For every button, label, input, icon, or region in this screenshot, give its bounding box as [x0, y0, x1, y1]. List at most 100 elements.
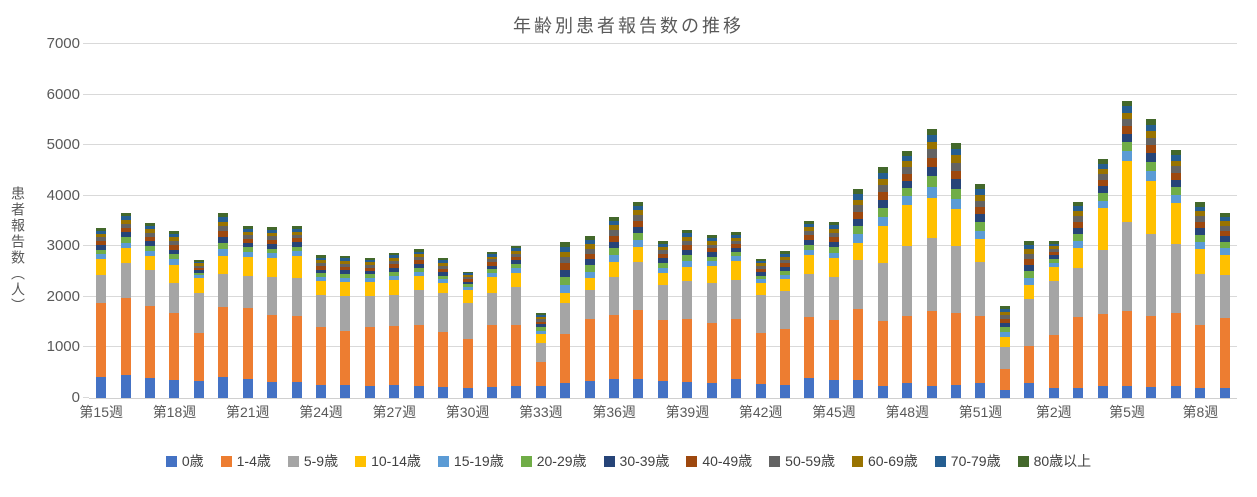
bar-segment-第8週-15-19歳[interactable]	[1195, 242, 1206, 249]
bar-segment-第18週-70-79歳[interactable]	[169, 234, 180, 237]
bar-segment-第37週-15-19歳[interactable]	[633, 240, 644, 247]
bar-segment-第9週-1-4歳[interactable]	[1219, 318, 1230, 388]
bar-segment-第5週-5-9歳[interactable]	[1121, 222, 1132, 311]
bar-segment-第49週-80歳以上[interactable]	[926, 129, 937, 135]
bar-segment-第26週-40-49歳[interactable]	[364, 268, 375, 271]
bar-segment-第37週-30-39歳[interactable]	[633, 227, 644, 233]
bar-segment-第9週-5-9歳[interactable]	[1219, 275, 1230, 318]
bar-segment-第16週-15-19歳[interactable]	[120, 243, 131, 248]
bar-segment-第33週-20-29歳[interactable]	[535, 327, 546, 331]
bar-segment-第20週-30-39歳[interactable]	[218, 237, 229, 243]
bar-segment-第4週-80歳以上[interactable]	[1097, 159, 1108, 164]
bar-segment-第32週-70-79歳[interactable]	[511, 248, 522, 251]
bar-segment-第49週-50-59歳[interactable]	[926, 149, 937, 158]
bar-segment-第18週-30-39歳[interactable]	[169, 250, 180, 254]
bar-segment-第48週-80歳以上[interactable]	[902, 151, 913, 156]
bar-segment-第50週-5-9歳[interactable]	[950, 246, 961, 313]
bar-segment-第45週-60-69歳[interactable]	[828, 229, 839, 233]
bar-segment-第30週-1-4歳[interactable]	[462, 339, 473, 388]
legend-item-70-79歳[interactable]: 70-79歳	[934, 451, 1001, 471]
bar-segment-第44週-10-14歳[interactable]	[804, 255, 815, 274]
bar-segment-第43週-15-19歳[interactable]	[780, 275, 791, 279]
bar-segment-第40週-50-59歳[interactable]	[706, 245, 717, 248]
bar-segment-第5週-70-79歳[interactable]	[1121, 106, 1132, 113]
bar-segment-第44週-15-19歳[interactable]	[804, 250, 815, 255]
bar-segment-第6週-40-49歳[interactable]	[1146, 145, 1157, 153]
bar-segment-第35週-20-29歳[interactable]	[584, 265, 595, 272]
bar-segment-第16週-80歳以上[interactable]	[120, 213, 131, 216]
bar-segment-第8週-1-4歳[interactable]	[1195, 325, 1206, 388]
bar-segment-第46週-50-59歳[interactable]	[853, 205, 864, 212]
bar-segment-第33週-60-69歳[interactable]	[535, 317, 546, 319]
bar-segment-第19週-0歳[interactable]	[193, 381, 204, 398]
bar-segment-第21週-70-79歳[interactable]	[242, 229, 253, 232]
bar-segment-第21週-15-19歳[interactable]	[242, 252, 253, 257]
bar-segment-第21週-0歳[interactable]	[242, 379, 253, 398]
bar-segment-第23週-15-19歳[interactable]	[291, 251, 302, 256]
legend-item-0歳[interactable]: 0歳	[165, 451, 204, 471]
bar-segment-第7週-50-59歳[interactable]	[1170, 166, 1181, 173]
bar-segment-第30週-15-19歳[interactable]	[462, 287, 473, 290]
bar-segment-第29週-80歳以上[interactable]	[438, 258, 449, 260]
bar-segment-第18週-1-4歳[interactable]	[169, 313, 180, 380]
bar-segment-第7週-30-39歳[interactable]	[1170, 180, 1181, 187]
bar-segment-第25週-15-19歳[interactable]	[340, 278, 351, 282]
bar-segment-第21週-60-69歳[interactable]	[242, 232, 253, 235]
bar-segment-第43週-70-79歳[interactable]	[780, 254, 791, 257]
bar-segment-第41週-5-9歳[interactable]	[731, 280, 742, 319]
bar-segment-第8週-40-49歳[interactable]	[1195, 222, 1206, 228]
bar-segment-第1週-40-49歳[interactable]	[1024, 259, 1035, 265]
legend-item-50-59歳[interactable]: 50-59歳	[769, 451, 835, 471]
bar-segment-第28週-5-9歳[interactable]	[413, 290, 424, 325]
bar-segment-第2週-80歳以上[interactable]	[1048, 241, 1059, 244]
bar-segment-第40週-60-69歳[interactable]	[706, 241, 717, 245]
bar-segment-第52週-5-9歳[interactable]	[999, 347, 1010, 369]
bar-segment-第35週-5-9歳[interactable]	[584, 290, 595, 319]
bar-segment-第15週-20-29歳[interactable]	[96, 250, 107, 254]
bar-segment-第35週-50-59歳[interactable]	[584, 249, 595, 254]
bar-segment-第38週-80歳以上[interactable]	[657, 241, 668, 244]
bar-segment-第42週-60-69歳[interactable]	[755, 263, 766, 266]
bar-segment-第51週-50-59歳[interactable]	[975, 201, 986, 207]
bar-segment-第43週-5-9歳[interactable]	[780, 291, 791, 329]
bar-segment-第22週-50-59歳[interactable]	[267, 236, 278, 240]
bar-segment-第46週-5-9歳[interactable]	[853, 260, 864, 309]
bar-segment-第16週-30-39歳[interactable]	[120, 232, 131, 237]
bar-segment-第26週-70-79歳[interactable]	[364, 260, 375, 262]
bar-segment-第1週-1-4歳[interactable]	[1024, 346, 1035, 383]
bar-segment-第49週-15-19歳[interactable]	[926, 187, 937, 198]
bar-segment-第24週-15-19歳[interactable]	[316, 277, 326, 281]
bar-segment-第2週-30-39歳[interactable]	[1048, 255, 1059, 259]
bar-segment-第3週-1-4歳[interactable]	[1073, 317, 1084, 388]
bar-segment-第44週-50-59歳[interactable]	[804, 231, 815, 235]
bar-segment-第33週-80歳以上[interactable]	[535, 313, 546, 315]
bar-segment-第19週-40-49歳[interactable]	[193, 268, 204, 270]
bar-segment-第49週-30-39歳[interactable]	[926, 167, 937, 176]
bar-segment-第51週-0歳[interactable]	[975, 383, 986, 398]
bar-segment-第19週-15-19歳[interactable]	[193, 275, 204, 278]
bar-segment-第35週-1-4歳[interactable]	[584, 319, 595, 381]
bar-segment-第44週-80歳以上[interactable]	[804, 221, 815, 224]
bar-segment-第30週-70-79歳[interactable]	[462, 273, 473, 275]
bar-segment-第45週-0歳[interactable]	[828, 380, 839, 398]
bar-segment-第29週-70-79歳[interactable]	[438, 260, 449, 263]
bar-segment-第2週-5-9歳[interactable]	[1048, 281, 1059, 335]
bar-segment-第22週-1-4歳[interactable]	[267, 315, 278, 382]
bar-segment-第18週-0歳[interactable]	[169, 380, 180, 398]
bar-segment-第18週-5-9歳[interactable]	[169, 283, 180, 313]
bar-segment-第31週-40-49歳[interactable]	[486, 262, 497, 266]
bar-segment-第7週-80歳以上[interactable]	[1170, 150, 1181, 155]
bar-segment-第38週-40-49歳[interactable]	[657, 254, 668, 258]
bar-segment-第41週-0歳[interactable]	[731, 379, 742, 398]
legend-item-10-14歳[interactable]: 10-14歳	[355, 451, 421, 471]
legend-item-40-49歳[interactable]: 40-49歳	[686, 451, 752, 471]
bar-segment-第23週-0歳[interactable]	[291, 382, 302, 398]
bar-segment-第26週-20-29歳[interactable]	[364, 274, 375, 278]
bar-segment-第44週-70-79歳[interactable]	[804, 224, 815, 227]
bar-segment-第4週-70-79歳[interactable]	[1097, 164, 1108, 169]
bar-segment-第41週-60-69歳[interactable]	[731, 238, 742, 241]
bar-segment-第1週-5-9歳[interactable]	[1024, 299, 1035, 346]
bar-segment-第17週-5-9歳[interactable]	[145, 270, 156, 306]
bar-segment-第24週-30-39歳[interactable]	[316, 270, 326, 273]
bar-segment-第48週-5-9歳[interactable]	[902, 246, 913, 316]
